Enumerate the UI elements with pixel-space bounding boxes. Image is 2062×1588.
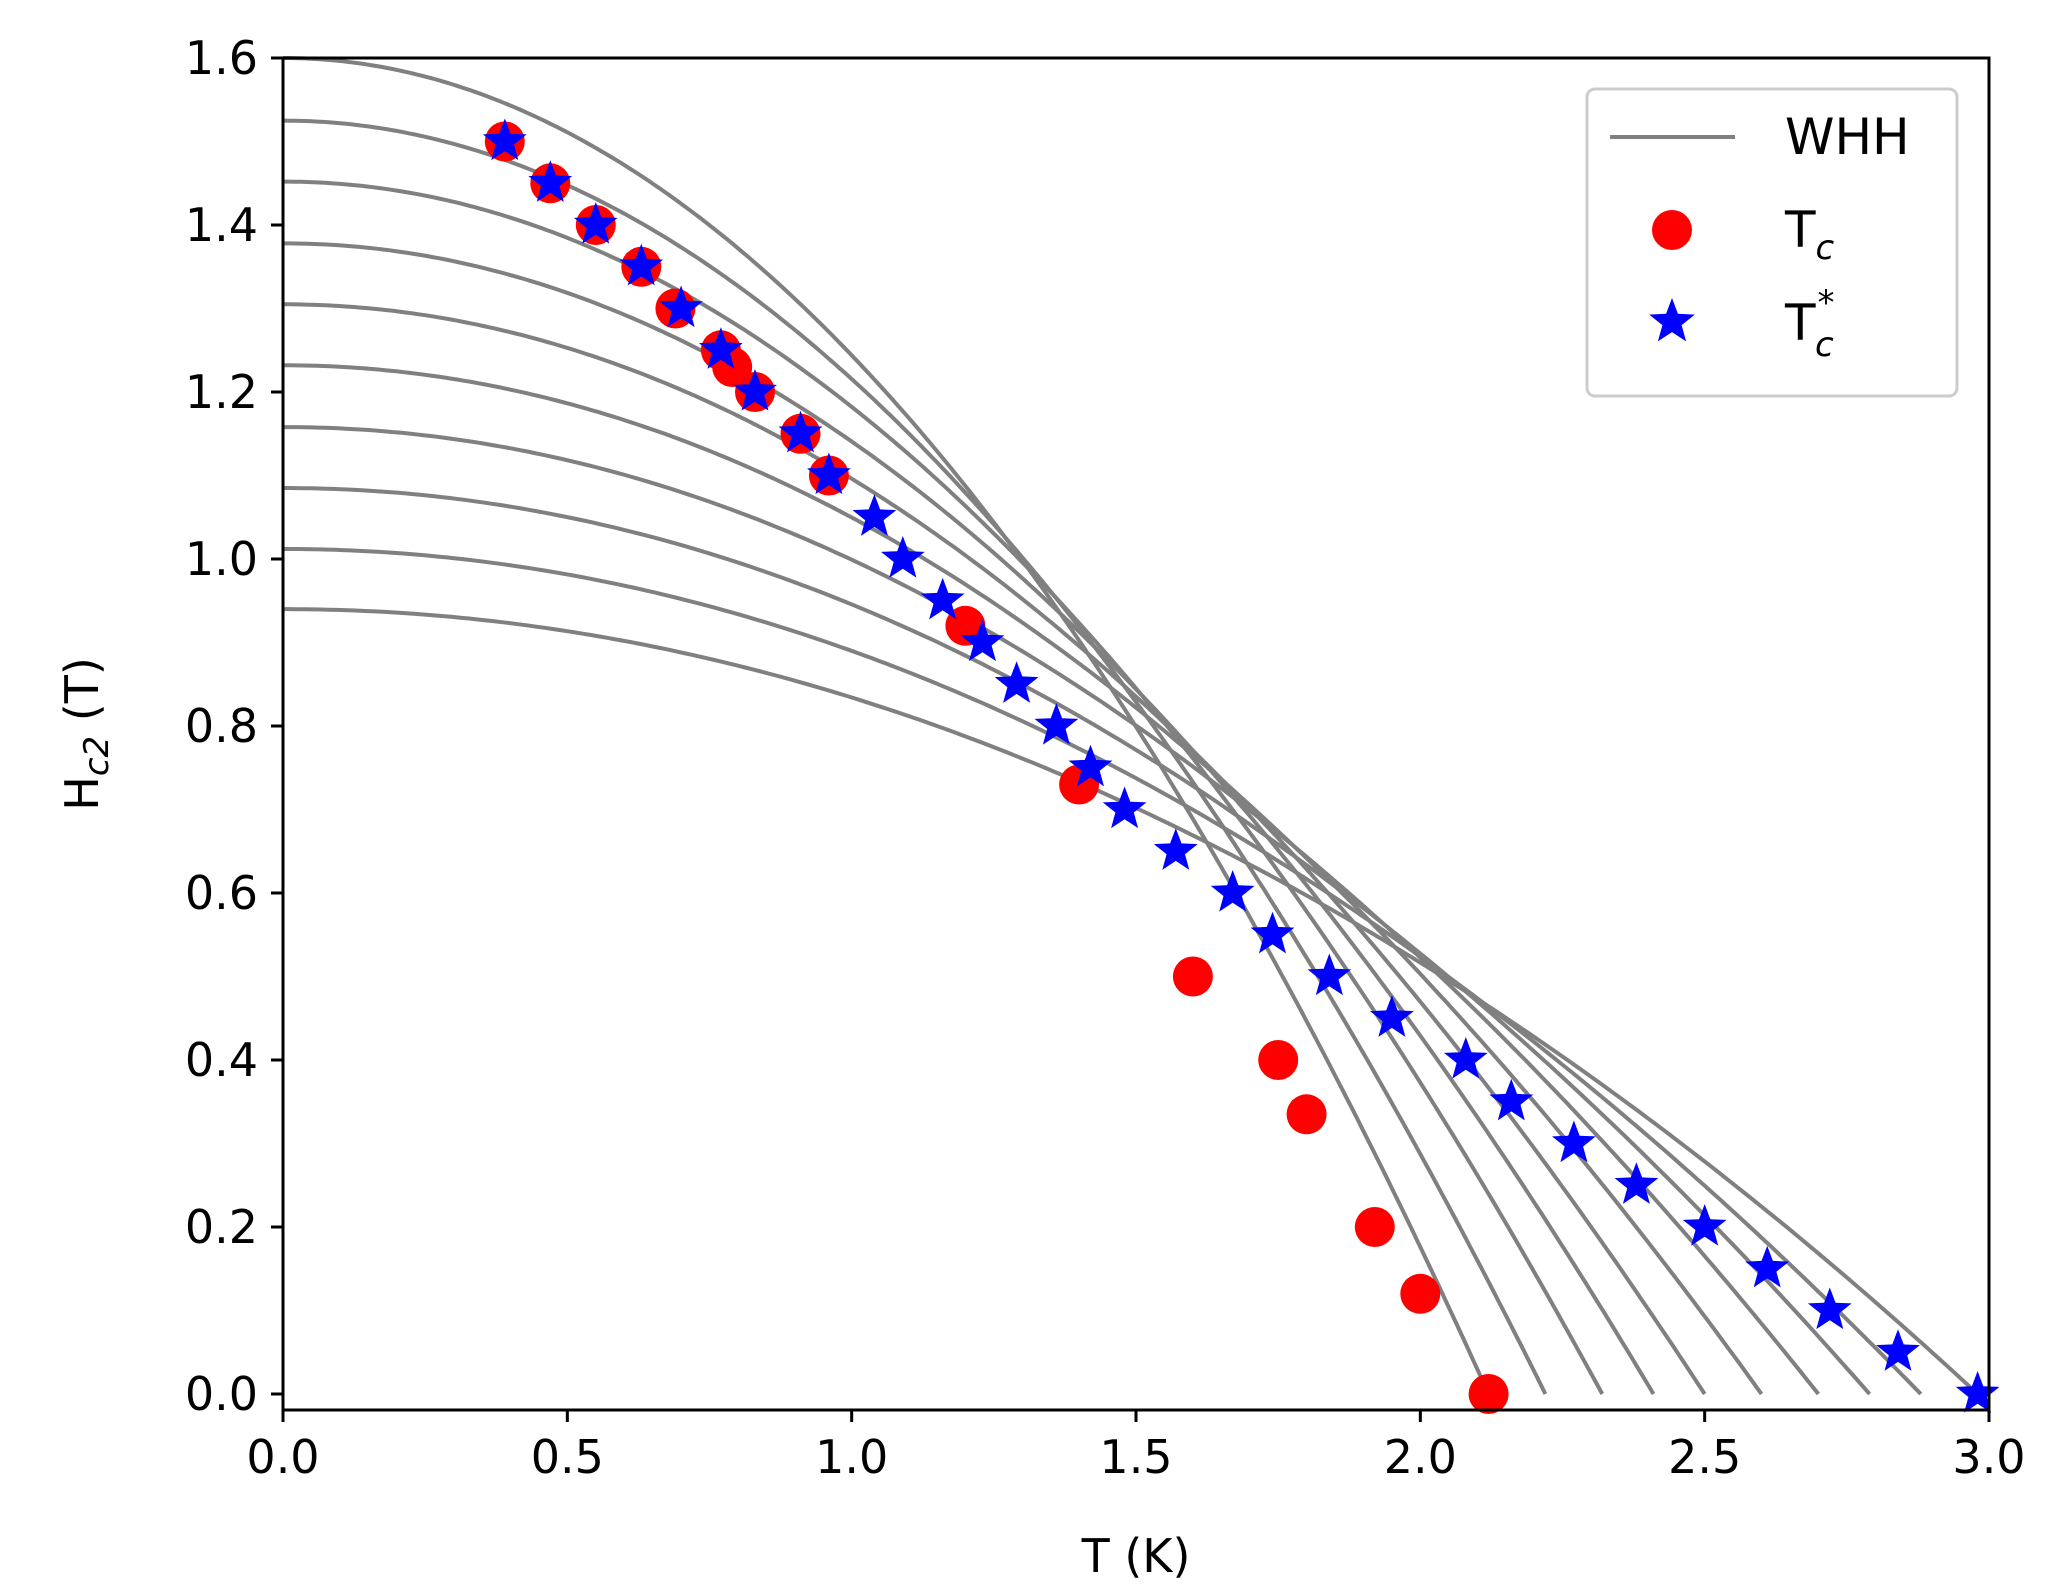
whh-curve bbox=[283, 363, 1764, 1396]
tc-star-point bbox=[1444, 1037, 1488, 1079]
tc-star-point bbox=[1552, 1120, 1596, 1163]
x-tick-label: 1.5 bbox=[1099, 1430, 1172, 1484]
y-axis-label-sub: c2 bbox=[77, 736, 117, 776]
x-tick-label: 2.5 bbox=[1668, 1430, 1741, 1484]
tc-star-point bbox=[1682, 1204, 1727, 1246]
y-tick-label: 0.4 bbox=[185, 1033, 258, 1087]
x-tick-label: 1.0 bbox=[815, 1430, 888, 1484]
legend-tc-star-sub: c bbox=[1815, 325, 1834, 365]
y-axis-ticks: 0.0 0.2 0.4 0.6 0.8 1.0 1.2 1.4 1.6 bbox=[185, 31, 283, 1421]
tc-star-point bbox=[619, 243, 664, 286]
tc-star-point bbox=[1034, 703, 1079, 745]
tc-star-point bbox=[528, 160, 573, 202]
x-tick-label: 0.0 bbox=[246, 1430, 319, 1484]
x-tick-label: 2.0 bbox=[1384, 1430, 1457, 1484]
tc-star-point bbox=[1102, 786, 1147, 829]
legend-tc-star-marker bbox=[1649, 298, 1695, 342]
tc-point bbox=[1258, 1040, 1299, 1080]
tc-star-point bbox=[1307, 953, 1352, 996]
whh-curve bbox=[283, 56, 1491, 1395]
legend-tc-star-sup: * bbox=[1818, 283, 1835, 323]
tc-star-point bbox=[994, 661, 1039, 703]
y-tick-label: 1.2 bbox=[185, 365, 258, 419]
legend-tc-star-label: T* c bbox=[1784, 283, 1835, 365]
x-axis-ticks: 0.0 0.5 1.0 1.5 2.0 2.5 3.0 bbox=[246, 1410, 2026, 1484]
legend-tc-main: T bbox=[1784, 201, 1816, 259]
tc-point bbox=[1172, 956, 1213, 997]
tc-point bbox=[1354, 1207, 1395, 1247]
tc-star-point bbox=[573, 202, 618, 244]
tc-star-point bbox=[1955, 1371, 2000, 1413]
tc-star-point bbox=[920, 577, 965, 620]
y-tick-label: 0.2 bbox=[185, 1200, 258, 1254]
tc-star-point bbox=[881, 536, 925, 578]
tc-star-point bbox=[1370, 995, 1414, 1037]
tc-star-point bbox=[1876, 1329, 1920, 1371]
tc-star-point bbox=[852, 494, 897, 536]
whh-curve bbox=[283, 425, 1820, 1396]
legend-tc-star-main: T bbox=[1784, 294, 1816, 352]
tc-star-point bbox=[1210, 870, 1255, 912]
x-tick-label: 3.0 bbox=[1952, 1430, 2025, 1484]
whh-curve bbox=[283, 486, 1872, 1396]
legend: WHH Tc T* c bbox=[1585, 87, 1959, 398]
tc-star-point bbox=[733, 369, 777, 411]
tc-star-point bbox=[960, 619, 1005, 662]
tc-star-point bbox=[482, 118, 527, 161]
tc-star-point bbox=[778, 410, 823, 453]
y-axis-label-suffix: (T) bbox=[55, 657, 109, 736]
x-axis-label: T (K) bbox=[1081, 1529, 1191, 1583]
tc-star-point bbox=[1489, 1078, 1534, 1121]
y-tick-label: 1.0 bbox=[185, 532, 258, 586]
whh-curve bbox=[283, 241, 1656, 1396]
tc-star-point bbox=[1153, 828, 1198, 870]
y-tick-label: 0.6 bbox=[185, 866, 258, 920]
tc-star-points bbox=[482, 118, 2000, 1413]
y-tick-label: 1.4 bbox=[185, 198, 258, 252]
tc-star-point bbox=[659, 285, 703, 328]
tc-star-point bbox=[807, 452, 851, 495]
legend-whh-label: WHH bbox=[1785, 108, 1910, 166]
tc-star-point bbox=[1807, 1287, 1852, 1330]
y-axis-label: Hc2 (T) bbox=[55, 657, 117, 811]
tc-star-point bbox=[1250, 911, 1295, 954]
legend-tc-marker bbox=[1652, 210, 1692, 250]
tc-star-point bbox=[1745, 1245, 1790, 1288]
legend-tc-label: Tc bbox=[1784, 201, 1835, 268]
legend-tc-sub: c bbox=[1816, 228, 1835, 268]
y-tick-label: 0.8 bbox=[185, 699, 258, 753]
y-axis-label-main: H bbox=[55, 776, 109, 811]
y-tick-label: 0.0 bbox=[185, 1367, 258, 1421]
tc-point bbox=[1286, 1094, 1327, 1135]
y-tick-label: 1.6 bbox=[185, 31, 258, 85]
tc-star-point bbox=[699, 327, 743, 369]
x-tick-label: 0.5 bbox=[531, 1430, 604, 1484]
tc-star-point bbox=[1068, 744, 1113, 787]
tc-point bbox=[1400, 1273, 1441, 1314]
tc-star-point bbox=[1614, 1162, 1659, 1204]
tc-point bbox=[1468, 1374, 1509, 1414]
